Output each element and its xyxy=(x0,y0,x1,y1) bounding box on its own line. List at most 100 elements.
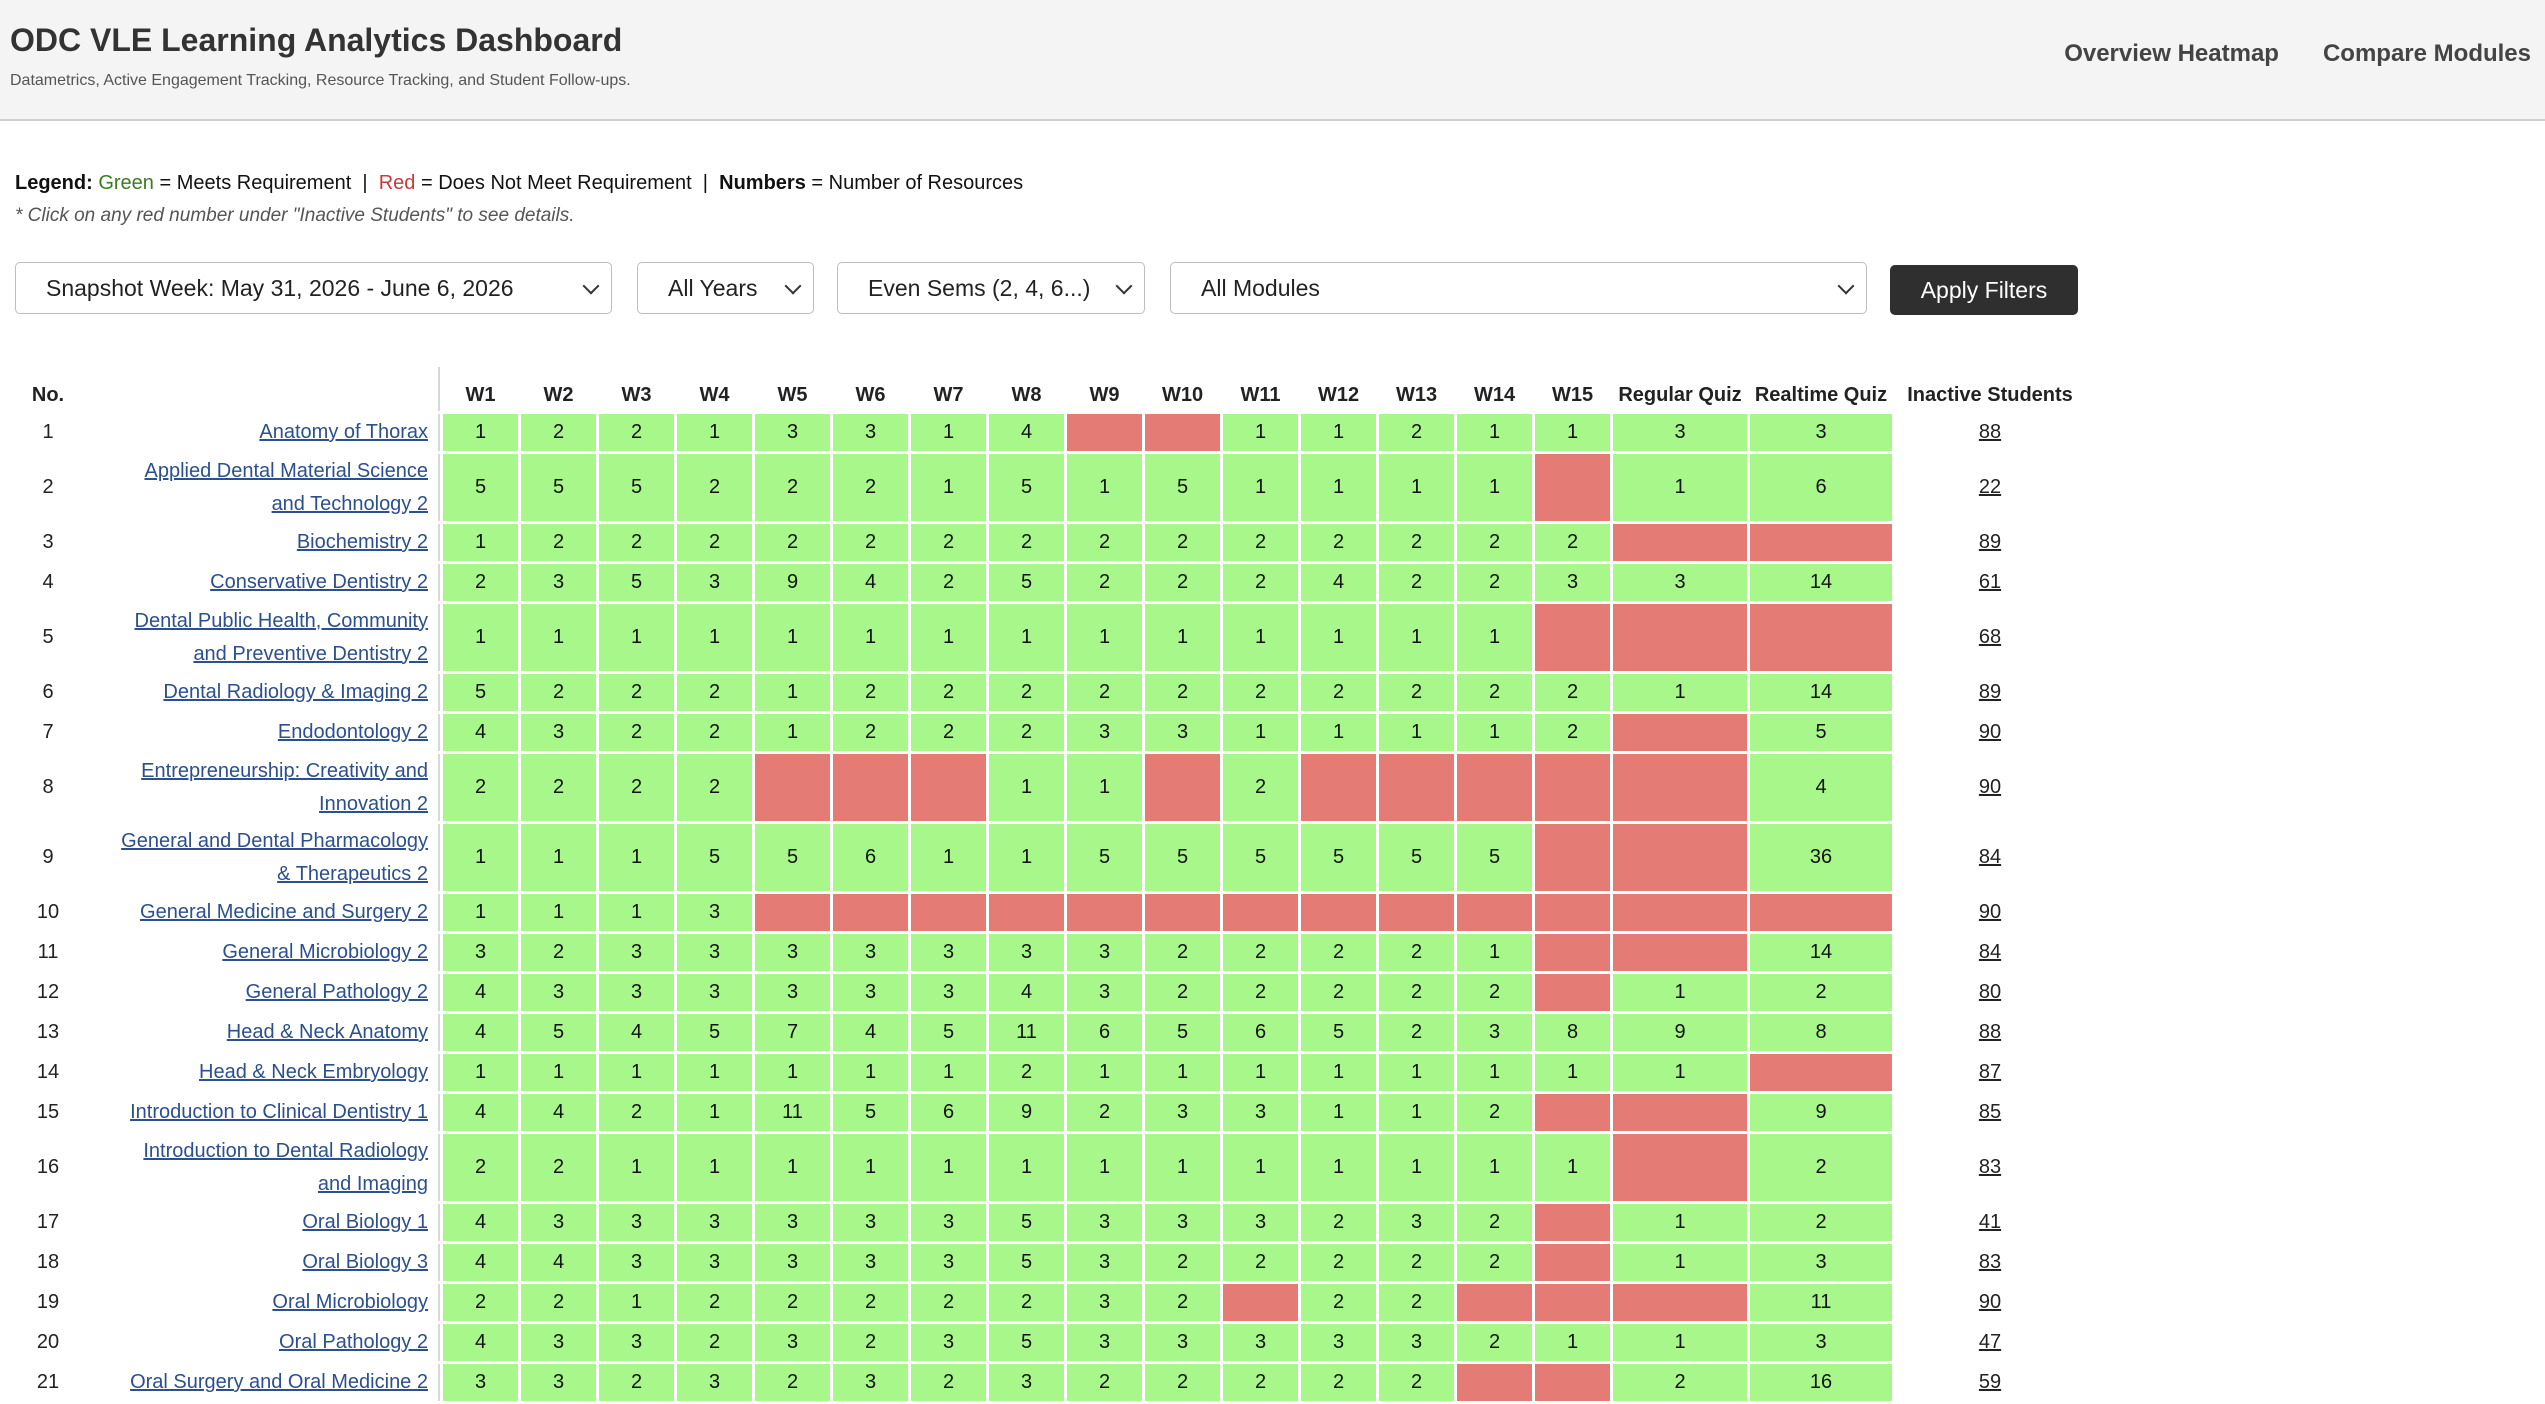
module-link[interactable]: Head & Neck Anatomy xyxy=(227,1021,428,1043)
heat-cell-meets: 3 xyxy=(521,564,596,601)
heat-cell-fail xyxy=(1535,1094,1610,1131)
module-link[interactable]: Dental Radiology & Imaging 2 xyxy=(163,681,428,703)
heat-cell-fail xyxy=(911,894,986,931)
heat-cell-meets: 2 xyxy=(1457,564,1532,601)
module-link[interactable]: General Medicine and Surgery 2 xyxy=(140,901,428,923)
year-select[interactable]: All Years xyxy=(637,262,814,314)
module-cell: Dental Radiology & Imaging 2 xyxy=(81,674,440,711)
heat-cell-meets: 2 xyxy=(443,1134,518,1201)
module-link[interactable]: Applied Dental Material Science and Techn… xyxy=(145,460,429,515)
inactive-students-link[interactable]: 90 xyxy=(1978,721,2002,743)
inactive-students-link[interactable]: 84 xyxy=(1978,846,2002,868)
module-select[interactable]: All Modules xyxy=(1170,262,1867,314)
inactive-students-link[interactable]: 90 xyxy=(1978,1291,2002,1313)
inactive-students-link[interactable]: 83 xyxy=(1978,1251,2002,1273)
inactive-cell: 89 xyxy=(1895,674,2085,711)
module-link[interactable]: Endodontology 2 xyxy=(278,721,428,743)
inactive-students-link[interactable]: 61 xyxy=(1978,571,2002,593)
inactive-students-link[interactable]: 88 xyxy=(1978,421,2002,443)
module-link[interactable]: Head & Neck Embryology xyxy=(199,1061,428,1083)
module-link-line: General Microbiology 2 xyxy=(222,941,428,963)
inactive-students-link[interactable]: 22 xyxy=(1978,476,2002,498)
heat-cell-meets: 4 xyxy=(1750,754,1892,821)
heat-cell-meets: 1 xyxy=(1301,414,1376,451)
heat-cell-meets: 1 xyxy=(911,604,986,671)
module-link[interactable]: Biochemistry 2 xyxy=(297,531,428,553)
inactive-students-link[interactable]: 80 xyxy=(1978,981,2002,1003)
heat-cell-meets: 1 xyxy=(443,824,518,891)
row-number: 18 xyxy=(36,1251,60,1273)
inactive-cell: 90 xyxy=(1895,714,2085,751)
row-number: 7 xyxy=(42,721,54,743)
heat-cell-meets: 3 xyxy=(833,974,908,1011)
module-link-line: and Technology 2 xyxy=(271,492,428,515)
heat-cell-meets: 2 xyxy=(1223,754,1298,821)
module-link[interactable]: Oral Pathology 2 xyxy=(279,1331,428,1353)
heat-cell-meets: 2 xyxy=(833,674,908,711)
inactive-students-link[interactable]: 90 xyxy=(1978,776,2002,798)
inactive-students-link[interactable]: 41 xyxy=(1978,1211,2002,1233)
inactive-students-link[interactable]: 90 xyxy=(1978,901,2002,923)
heat-cell-meets: 2 xyxy=(989,1054,1064,1091)
module-link[interactable]: Introduction to Dental Radiology and Imag… xyxy=(143,1140,428,1195)
inactive-students-link[interactable]: 89 xyxy=(1978,681,2002,703)
module-link[interactable]: Oral Biology 3 xyxy=(302,1251,428,1273)
module-link[interactable]: Introduction to Clinical Dentistry 1 xyxy=(130,1101,428,1123)
module-link[interactable]: Oral Microbiology xyxy=(272,1291,428,1313)
heat-cell-meets: 3 xyxy=(1379,1324,1454,1361)
module-link[interactable]: General and Dental Pharmacology & Therape… xyxy=(121,830,428,885)
module-link[interactable]: Conservative Dentistry 2 xyxy=(210,571,428,593)
inactive-students-link[interactable]: 89 xyxy=(1978,531,2002,553)
apply-filters-button[interactable]: Apply Filters xyxy=(1890,265,2078,315)
inactive-students-link[interactable]: 87 xyxy=(1978,1061,2002,1083)
heat-cell-meets: 3 xyxy=(1067,714,1142,751)
heat-cell-meets: 14 xyxy=(1750,564,1892,601)
heat-cell-meets: 3 xyxy=(1535,564,1610,601)
heat-cell-meets: 5 xyxy=(521,454,596,521)
inactive-cell: 80 xyxy=(1895,974,2085,1011)
heat-cell-meets: 3 xyxy=(755,1324,830,1361)
app-title: ODC VLE Learning Analytics Dashboard xyxy=(10,22,623,58)
nav-compare-modules[interactable]: Compare Modules xyxy=(2322,40,2531,67)
nav-overview-heatmap[interactable]: Overview Heatmap xyxy=(2064,40,2279,67)
inactive-students-link[interactable]: 84 xyxy=(1978,941,2002,963)
heat-cell-meets: 3 xyxy=(677,894,752,931)
inactive-students-link[interactable]: 47 xyxy=(1978,1331,2002,1353)
col-header-inactive-students: Inactive Students xyxy=(1907,384,2073,406)
heat-cell-meets: 1 xyxy=(1613,1204,1747,1241)
heat-cell-meets: 3 xyxy=(521,1364,596,1401)
module-link[interactable]: General Pathology 2 xyxy=(246,981,428,1003)
legend-numbers-text: = Number of Resources xyxy=(811,172,1024,194)
inactive-students-link[interactable]: 85 xyxy=(1978,1101,2002,1123)
heat-cell-meets: 2 xyxy=(1301,1284,1376,1321)
module-link[interactable]: Entrepreneurship: Creativity and Innovati… xyxy=(141,760,428,815)
inactive-students-link[interactable]: 83 xyxy=(1978,1156,2002,1178)
module-link[interactable]: Dental Public Health, Community and Preve… xyxy=(135,610,428,665)
module-cell: General Pathology 2 xyxy=(81,974,440,1011)
heat-cell-fail xyxy=(1457,1284,1532,1321)
inactive-students-link[interactable]: 88 xyxy=(1978,1021,2002,1043)
heat-cell-meets: 2 xyxy=(677,524,752,561)
module-link[interactable]: Oral Surgery and Oral Medicine 2 xyxy=(130,1371,428,1393)
heat-cell-meets: 2 xyxy=(833,1284,908,1321)
heat-cell-meets: 9 xyxy=(755,564,830,601)
heat-cell-fail xyxy=(833,894,908,931)
table-row: 11 General Microbiology 2 3 2 3 3 3 3 3 3 3 2 2 2 2 1 14… xyxy=(18,934,2085,971)
legend-red: Red xyxy=(378,172,416,194)
heat-cell-meets: 2 xyxy=(1457,524,1532,561)
heat-cell-meets: 5 xyxy=(1145,824,1220,891)
module-link[interactable]: Oral Biology 1 xyxy=(302,1211,428,1233)
module-link[interactable]: General Microbiology 2 xyxy=(222,941,428,963)
snapshot-week-select[interactable]: Snapshot Week: May 31, 2026 - June 6, 20… xyxy=(15,262,612,314)
module-link[interactable]: Anatomy of Thorax xyxy=(259,421,428,443)
heat-cell-meets: 1 xyxy=(833,1134,908,1201)
semester-select[interactable]: Even Sems (2, 4, 6...) xyxy=(837,262,1145,314)
heat-cell-fail xyxy=(1535,754,1610,821)
heat-cell-meets: 1 xyxy=(1457,1134,1532,1201)
inactive-students-link[interactable]: 59 xyxy=(1978,1371,2002,1393)
inactive-students-link[interactable]: 68 xyxy=(1978,626,2002,648)
row-number: 9 xyxy=(42,846,54,868)
col-header-week: W1 xyxy=(465,384,496,406)
heat-cell-meets: 1 xyxy=(443,414,518,451)
heat-cell-meets: 1 xyxy=(1457,1054,1532,1091)
